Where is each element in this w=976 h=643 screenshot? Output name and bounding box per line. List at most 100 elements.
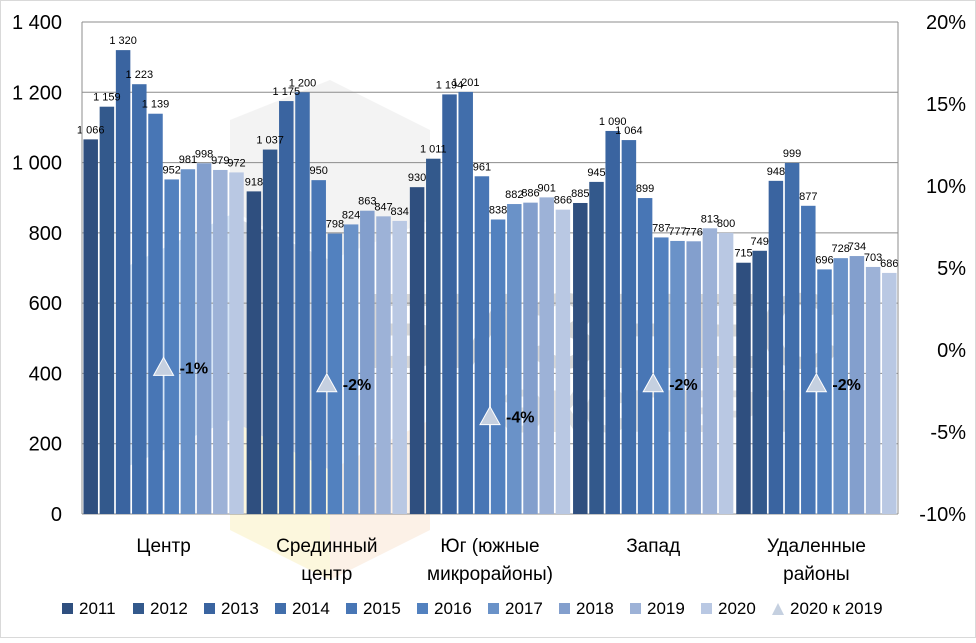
bar-value-label: 979 <box>211 155 229 167</box>
bar-value-label: 1 064 <box>615 125 643 137</box>
bar-value-label: 1 194 <box>436 79 464 91</box>
legend-label: 2018 <box>576 599 614 618</box>
change-marker <box>315 372 338 393</box>
bar-2014 <box>784 162 800 514</box>
y-axis-left: 0 200 400 600 800 1 000 1 200 1 400 <box>12 12 83 526</box>
bar-value-label: 952 <box>163 164 181 176</box>
bar-value-label: 948 <box>767 166 785 178</box>
legend-swatch-2014 <box>275 603 286 614</box>
bar-value-label: 899 <box>636 183 654 195</box>
bar-value-label: 945 <box>587 167 605 179</box>
bar-2016 <box>654 237 669 514</box>
change-label: -4% <box>506 410 534 427</box>
bar-2014 <box>458 91 473 514</box>
bar-2018 <box>849 256 865 514</box>
legend-label: 2011 <box>79 599 116 618</box>
bar-2016 <box>490 219 506 514</box>
bar-2012 <box>262 149 278 514</box>
x-category-label: центр <box>301 564 352 585</box>
legend-label: 2016 <box>434 599 472 618</box>
bar-value-label: 813 <box>701 213 719 225</box>
bar-2019 <box>213 169 228 515</box>
change-label: -1% <box>180 360 208 377</box>
bar-2020 <box>555 209 571 515</box>
bar-2020 <box>392 220 407 514</box>
bar-2012 <box>99 106 115 515</box>
bar-value-label: 961 <box>473 161 491 173</box>
bar-2018 <box>360 210 375 514</box>
bars <box>83 50 897 515</box>
bar-value-label: 703 <box>864 252 882 264</box>
legend-swatch-2012 <box>133 603 144 614</box>
bar-value-label: 1 200 <box>289 77 317 89</box>
bar-2015 <box>801 205 816 514</box>
bar-value-label: 981 <box>179 154 197 166</box>
bar-2013 <box>605 130 620 514</box>
y-axis-right: -10% -5% 0% 5% 10% 15% 20% <box>897 12 966 526</box>
bar-value-label: 715 <box>734 248 752 260</box>
bar-2017 <box>507 204 522 515</box>
legend: 2011 2012 2013 2014 2015 2016 2017 2018 2019 2020… <box>62 599 883 618</box>
bar-value-label: 1 175 <box>273 86 301 98</box>
bar-2020 <box>718 232 734 514</box>
x-category-label: Центр <box>136 536 190 557</box>
bar-value-label: 776 <box>685 226 703 238</box>
bar-value-label: 847 <box>374 201 392 213</box>
bar-value-label: 728 <box>832 243 850 255</box>
bar-value-label: 686 <box>880 258 898 270</box>
bar-value-label: 824 <box>342 209 360 221</box>
bar-value-label: 800 <box>717 218 735 230</box>
bar-2014 <box>621 140 637 514</box>
bar-2015 <box>148 113 163 515</box>
bar-value-label: 1 139 <box>142 99 170 111</box>
change-marker <box>479 405 501 426</box>
legend-label: 2012 <box>150 599 188 618</box>
y2-tick-label: 0% <box>937 340 966 362</box>
bar-value-label: 885 <box>571 188 589 200</box>
y-tick-label: 800 <box>29 223 62 245</box>
y2-tick-label: -5% <box>930 422 966 444</box>
legend-label: 2017 <box>505 599 543 618</box>
bar-2011 <box>83 139 98 514</box>
bar-value-label: 998 <box>195 148 213 160</box>
bar-2011 <box>246 191 262 515</box>
bar-2011 <box>573 202 588 514</box>
bar-2018 <box>523 202 538 515</box>
bar-value-label: 1 090 <box>599 116 627 128</box>
x-category-label: Юг (южные <box>440 536 539 557</box>
bar-value-label: 882 <box>505 189 523 201</box>
bar-2011 <box>736 262 751 514</box>
bar-value-label: 1 037 <box>256 135 284 147</box>
bar-2015 <box>311 180 326 514</box>
bar-2017 <box>670 240 685 514</box>
bar-2014 <box>295 92 310 515</box>
x-category-label: Удаленные <box>767 536 866 557</box>
bar-value-label: 1 201 <box>452 77 480 89</box>
legend-label: 2020 <box>718 599 756 618</box>
bar-2013 <box>768 180 784 515</box>
bar-2013 <box>115 50 131 514</box>
bar-2020 <box>882 272 897 514</box>
bar-2019 <box>865 266 881 514</box>
x-category-label: микрорайоны) <box>427 564 553 585</box>
y-tick-label: 400 <box>29 363 62 385</box>
change-marker <box>805 372 828 393</box>
bar-value-label: 1 223 <box>126 69 154 81</box>
y-tick-label: 1 400 <box>12 12 62 34</box>
bar-2012 <box>752 250 767 514</box>
bar-2018 <box>686 241 701 514</box>
legend-swatch-2018 <box>559 603 570 614</box>
change-label: -2% <box>669 377 697 394</box>
bar-value-label: 1 320 <box>109 35 137 47</box>
y-tick-label: 1 000 <box>12 153 62 175</box>
bar-value-label: 950 <box>310 165 328 177</box>
bar-2019 <box>702 228 718 514</box>
bar-2011 <box>409 187 425 514</box>
bar-2018 <box>196 163 212 514</box>
legend-swatch-2019 <box>630 603 641 614</box>
change-markers: -1% -2% -4% -2% -2% <box>152 356 861 427</box>
bar-value-label: 838 <box>489 205 507 217</box>
legend-label: 2019 <box>647 599 685 618</box>
bar-value-label: 787 <box>652 222 670 234</box>
